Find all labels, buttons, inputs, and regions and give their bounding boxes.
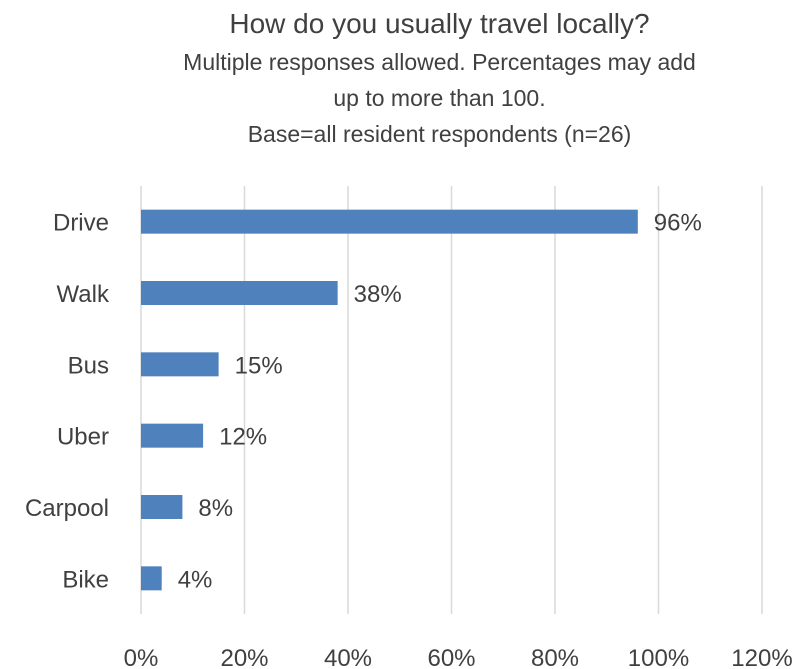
bars [141, 209, 638, 591]
bar-bus [141, 352, 219, 377]
chart-subtitle-line-3: Base=all resident respondents (n=26) [247, 121, 632, 147]
x-tick-label-4: 80% [531, 645, 579, 669]
data-labels: 96% 38% 15% 12% 8% 4% [178, 210, 702, 594]
data-label-carpool: 8% [198, 495, 233, 522]
x-tick-label-6: 120% [731, 645, 792, 669]
category-label-uber: Uber [57, 424, 109, 451]
category-axis: Drive Walk Bus Uber Carpool Bike [25, 210, 110, 594]
data-label-walk: 38% [354, 281, 402, 308]
x-tick-label-0: 0% [124, 645, 159, 669]
data-label-bike: 4% [178, 566, 213, 593]
chart-subtitle-line-1: Multiple responses allowed. Percentages … [183, 49, 696, 75]
data-label-uber: 12% [219, 424, 267, 451]
category-label-carpool: Carpool [25, 495, 109, 522]
chart-title: How do you usually travel locally? [229, 8, 650, 39]
chart-subtitle-line-2: up to more than 100. [333, 85, 546, 111]
bar-bike [141, 566, 162, 591]
x-tick-label-3: 60% [427, 645, 475, 669]
gridlines [140, 186, 763, 614]
category-label-walk: Walk [57, 281, 110, 308]
x-tick-label-1: 20% [220, 645, 268, 669]
bar-drive [141, 209, 638, 234]
value-axis: 0% 20% 40% 60% 80% 100% 120% [124, 645, 793, 669]
bar-carpool [141, 495, 183, 519]
category-label-drive: Drive [53, 210, 109, 237]
bar-walk [141, 281, 338, 305]
data-label-drive: 96% [654, 210, 702, 237]
chart-title-block: How do you usually travel locally? Multi… [0, 4, 799, 152]
bar-uber [141, 423, 204, 448]
category-label-bike: Bike [62, 566, 109, 593]
x-tick-label-5: 100% [628, 645, 689, 669]
x-tick-label-2: 40% [324, 645, 372, 669]
category-label-bus: Bus [68, 352, 109, 379]
data-label-bus: 15% [235, 352, 283, 379]
